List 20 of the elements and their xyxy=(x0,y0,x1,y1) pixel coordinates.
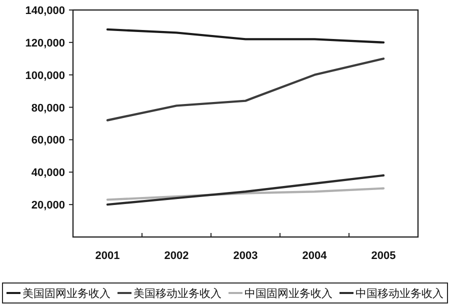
x-tick-label: 2002 xyxy=(164,250,189,262)
y-tick-label: 100,000 xyxy=(25,70,65,82)
legend-label: 美国固网业务收入 xyxy=(22,287,110,300)
x-tick-label: 2005 xyxy=(371,250,396,262)
x-tick-label: 2003 xyxy=(233,250,258,262)
y-tick-label: 20,000 xyxy=(31,200,65,212)
line-series xyxy=(106,58,385,122)
y-tick-label: 60,000 xyxy=(31,134,65,147)
y-tick-label: 140,000 xyxy=(25,5,65,17)
y-tick-label: 120,000 xyxy=(25,37,65,50)
legend-label: 中国移动业务收入 xyxy=(356,287,444,300)
legend-label: 美国移动业务收入 xyxy=(134,287,222,300)
x-tick-label: 2004 xyxy=(302,250,328,262)
y-tick-label: 80,000 xyxy=(31,102,65,114)
line-series xyxy=(106,28,385,44)
line-series xyxy=(106,174,385,206)
legend-label: 中国固网业务收入 xyxy=(244,287,332,300)
x-tick-label: 2001 xyxy=(95,250,120,262)
line-series xyxy=(106,187,385,201)
y-tick-label: 40,000 xyxy=(31,167,65,180)
